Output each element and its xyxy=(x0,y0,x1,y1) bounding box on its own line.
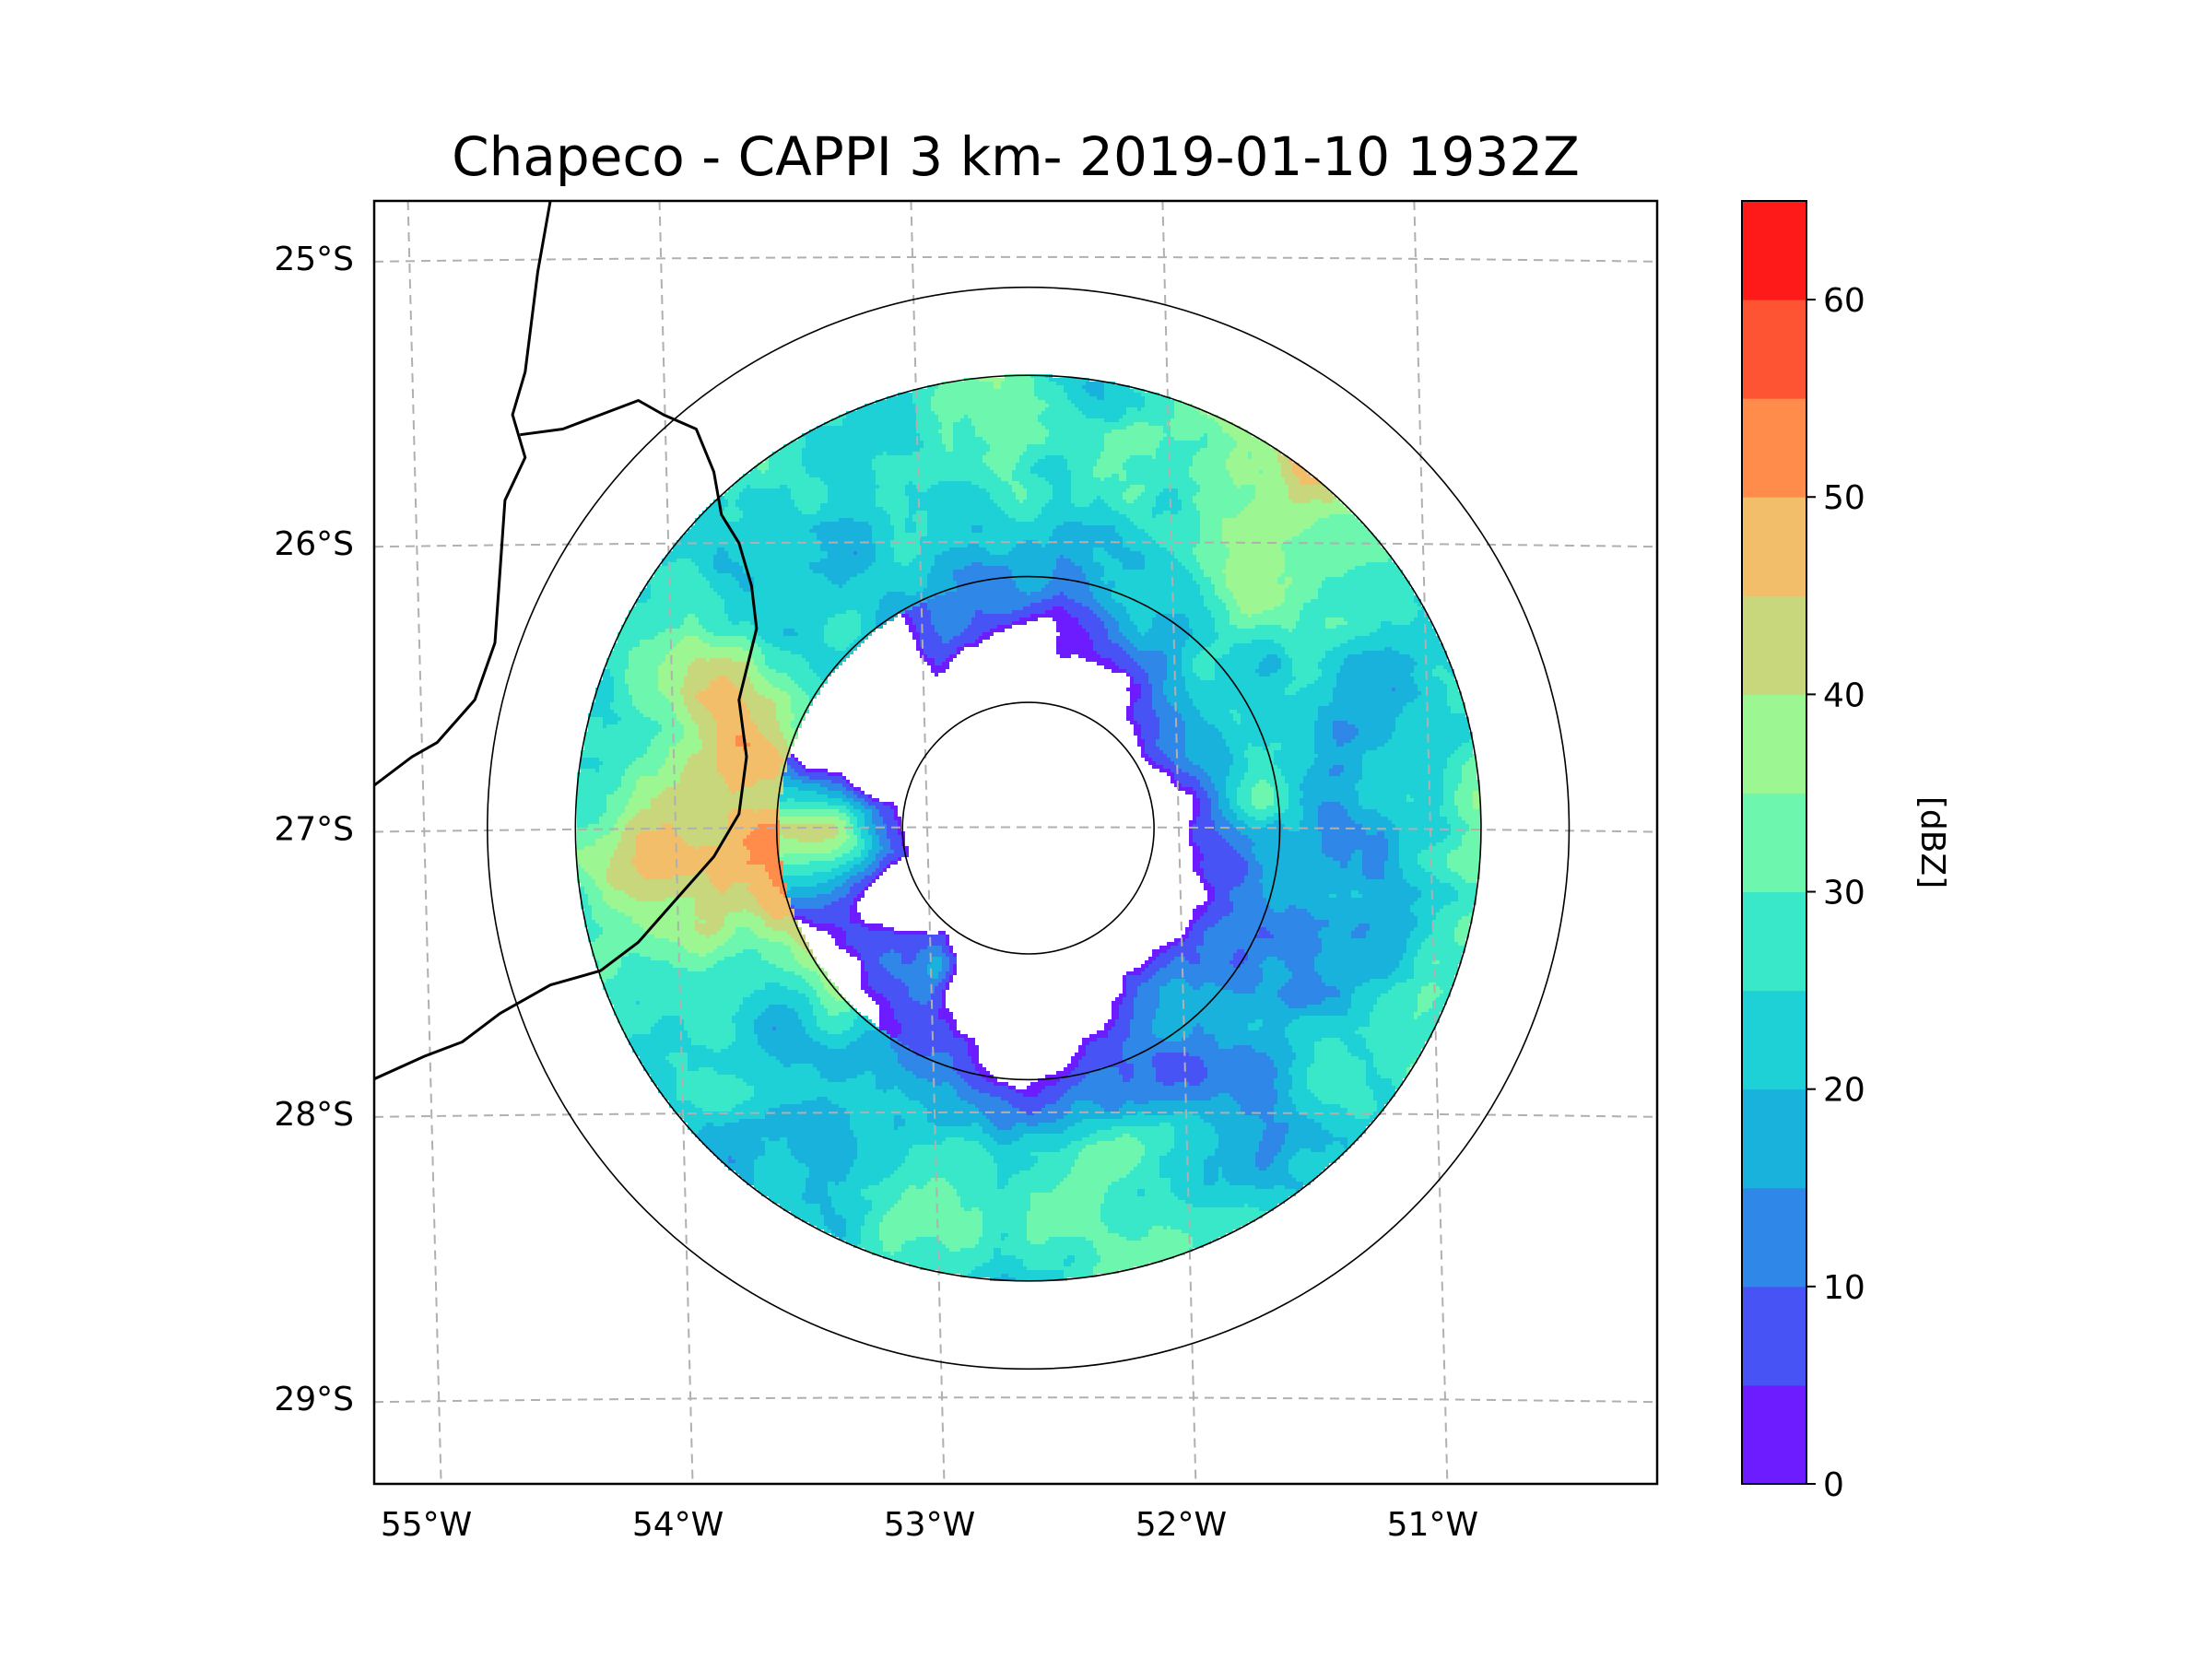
colorbar-swatch xyxy=(1742,300,1806,399)
parallel-line xyxy=(374,1111,1657,1118)
colorbar-ticks: 0 10 20 30 40 50 60 xyxy=(1806,282,1865,1504)
colorbar-swatch xyxy=(1742,1286,1806,1386)
colorbar-tick-label: 50 xyxy=(1823,479,1865,517)
state-borders xyxy=(374,201,759,1081)
meridian-line xyxy=(406,201,442,1484)
border-line xyxy=(374,201,552,787)
colorbar-swatch xyxy=(1742,1088,1806,1189)
graticule xyxy=(374,201,1657,1484)
colorbar-swatches xyxy=(1742,201,1806,1485)
near-range-clutter-ring xyxy=(1021,819,1046,844)
colorbar-tick-label: 0 xyxy=(1823,1466,1844,1504)
colorbar: 0 10 20 30 40 50 60 [dBZ] xyxy=(1741,200,1951,1504)
near-range-clutter-ring xyxy=(1011,809,1056,854)
map-frame xyxy=(372,199,1659,1486)
parallel-line xyxy=(374,1396,1657,1404)
range-ring xyxy=(487,286,1571,1371)
range-ring xyxy=(574,374,1482,1282)
colorbar-swatch xyxy=(1742,891,1806,992)
meridian-line xyxy=(1413,201,1449,1484)
meridian-line xyxy=(1161,201,1197,1484)
near-range-clutter-ring xyxy=(960,759,1107,905)
range-rings xyxy=(487,286,1571,1371)
near-range-clutter-ring xyxy=(981,779,1087,885)
chart-title: Chapeco - CAPPI 3 km- 2019-01-10 1932Z xyxy=(452,125,1580,188)
meridian-line xyxy=(658,201,694,1484)
colorbar-tick-label: 60 xyxy=(1823,282,1865,320)
latitude-tick-label: 26°S xyxy=(274,525,354,563)
meridian-line xyxy=(910,201,946,1484)
latitude-tick-label: 28°S xyxy=(274,1096,354,1134)
parallel-line xyxy=(374,826,1657,833)
latitude-tick-label: 27°S xyxy=(274,811,354,849)
colorbar-label: [dBZ] xyxy=(1913,796,1951,888)
border-line xyxy=(374,399,759,1081)
colorbar-swatch xyxy=(1742,990,1806,1090)
range-ring xyxy=(901,701,1155,955)
colorbar-swatch xyxy=(1742,398,1806,498)
longitude-tick-label: 55°W xyxy=(381,1506,472,1544)
latitude-labels: 25°S 26°S 27°S 28°S 29°S xyxy=(274,241,354,1418)
colorbar-swatch xyxy=(1742,694,1806,794)
colorbar-tick-label: 40 xyxy=(1823,677,1865,714)
near-range-clutter-ring xyxy=(1001,799,1066,865)
longitude-labels: 55°W 54°W 53°W 52°W 51°W xyxy=(381,1506,1478,1544)
longitude-tick-label: 53°W xyxy=(884,1506,975,1544)
map-panel: 25°S 26°S 27°S 28°S 29°S 55°W 54°W 53°W 52°W 51°… xyxy=(274,199,1659,1544)
parallel-line xyxy=(374,255,1657,263)
colorbar-swatch xyxy=(1742,201,1806,300)
colorbar-tick-label: 10 xyxy=(1823,1269,1865,1307)
range-ring xyxy=(775,575,1281,1081)
near-range-clutter-ring xyxy=(971,769,1097,895)
latitude-tick-label: 29°S xyxy=(274,1381,354,1418)
reflectivity-field xyxy=(374,201,1657,1484)
latitude-tick-label: 25°S xyxy=(274,241,354,278)
longitude-tick-label: 54°W xyxy=(632,1506,724,1544)
colorbar-swatch xyxy=(1742,1187,1806,1288)
near-range-clutter-ring xyxy=(991,789,1077,875)
colorbar-swatch xyxy=(1742,497,1806,596)
colorbar-swatch xyxy=(1742,1384,1806,1485)
parallel-line xyxy=(374,541,1657,548)
longitude-tick-label: 51°W xyxy=(1387,1506,1478,1544)
colorbar-swatch xyxy=(1742,793,1806,893)
longitude-tick-label: 52°W xyxy=(1135,1506,1227,1544)
colorbar-tick-label: 30 xyxy=(1823,875,1865,912)
colorbar-tick-label: 20 xyxy=(1823,1072,1865,1110)
colorbar-frame xyxy=(1741,200,1807,1485)
colorbar-swatch xyxy=(1742,595,1806,695)
